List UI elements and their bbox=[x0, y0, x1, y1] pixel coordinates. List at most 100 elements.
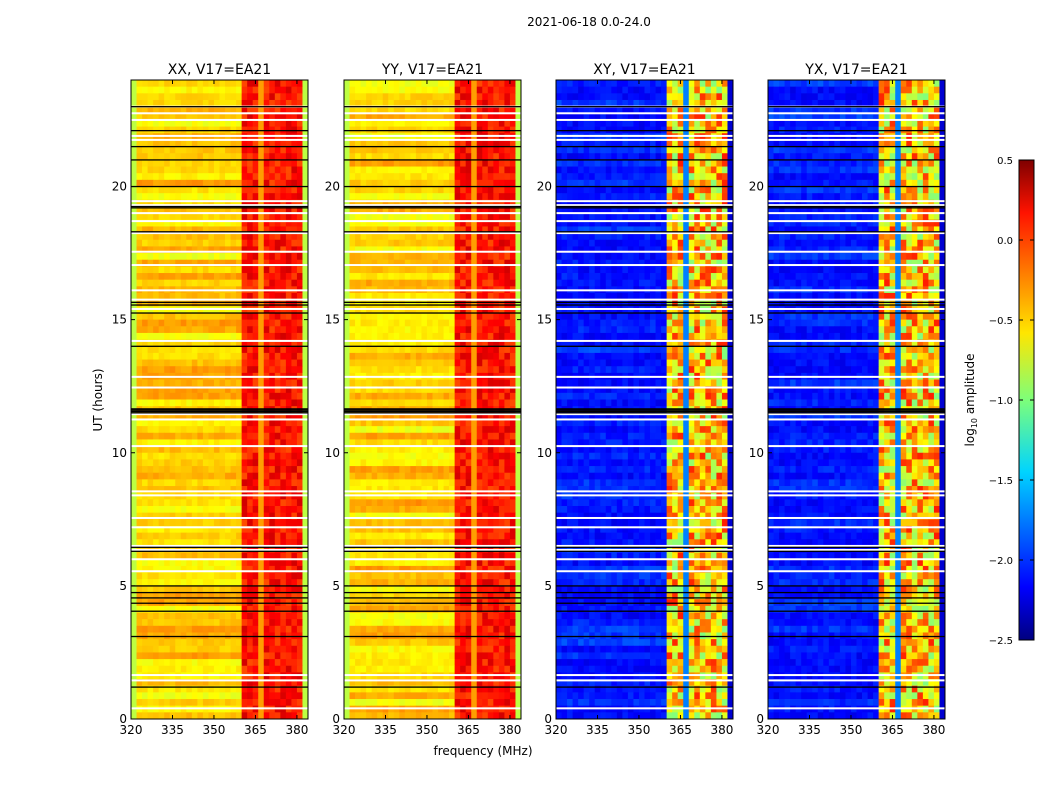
heatmap-cell bbox=[344, 246, 350, 254]
heatmap-cell bbox=[291, 146, 298, 154]
heatmap-cell bbox=[208, 499, 215, 507]
heatmap-cell bbox=[153, 605, 160, 613]
heatmap-cell bbox=[465, 426, 472, 434]
heatmap-cell bbox=[465, 193, 472, 201]
heatmap-cell bbox=[344, 319, 350, 327]
heatmap-cell bbox=[515, 346, 522, 354]
heatmap-cell bbox=[371, 246, 378, 254]
heatmap-cell bbox=[460, 312, 467, 321]
heatmap-cell bbox=[202, 612, 209, 620]
heatmap-cell bbox=[175, 472, 182, 480]
heatmap-cell bbox=[258, 639, 265, 647]
heatmap-cell bbox=[258, 226, 265, 234]
heatmap-cell bbox=[169, 186, 176, 194]
heatmap-cell bbox=[449, 206, 456, 214]
heatmap-cell bbox=[471, 279, 478, 287]
heatmap-cell bbox=[291, 506, 298, 514]
heatmap-cell bbox=[169, 159, 176, 167]
heatmap-cell bbox=[302, 432, 309, 440]
heatmap-cell bbox=[186, 426, 193, 434]
heatmap-cell bbox=[247, 486, 254, 494]
heatmap-cell bbox=[438, 352, 444, 360]
heatmap-cell bbox=[247, 679, 254, 687]
heatmap-cell bbox=[302, 106, 309, 114]
heatmap-cell bbox=[252, 186, 259, 194]
heatmap-cell bbox=[410, 319, 417, 327]
heatmap-cell bbox=[360, 366, 367, 374]
heatmap-cell bbox=[471, 359, 478, 367]
heatmap-cell bbox=[158, 193, 165, 201]
heatmap-cell bbox=[280, 652, 287, 660]
heatmap-cell bbox=[197, 239, 204, 247]
heatmap-cell bbox=[355, 173, 361, 181]
heatmap-cell bbox=[302, 86, 309, 94]
heatmap-cell bbox=[366, 80, 373, 88]
heatmap-cell bbox=[202, 106, 209, 114]
heatmap-cell bbox=[158, 319, 165, 327]
heatmap-cell bbox=[291, 366, 298, 374]
heatmap-cell bbox=[202, 692, 209, 700]
heatmap-cell bbox=[302, 459, 309, 467]
heatmap-cell bbox=[432, 452, 439, 460]
heatmap-cell bbox=[230, 279, 237, 287]
heatmap-cell bbox=[349, 379, 356, 387]
heatmap-cell bbox=[230, 166, 237, 174]
heatmap-cell bbox=[258, 679, 265, 687]
flagged-row bbox=[131, 516, 308, 519]
heatmap-cell bbox=[131, 339, 137, 347]
heatmap-cell bbox=[371, 452, 378, 460]
heatmap-cell bbox=[371, 439, 378, 447]
heatmap-cell bbox=[493, 352, 500, 360]
heatmap-cell bbox=[208, 139, 215, 147]
heatmap-cell bbox=[263, 472, 270, 480]
heatmap-cell bbox=[393, 386, 400, 394]
heatmap-cell bbox=[296, 506, 303, 514]
heatmap-cell bbox=[208, 159, 215, 167]
heatmap-cell bbox=[366, 426, 373, 434]
heatmap-cell bbox=[302, 219, 309, 227]
heatmap-cell bbox=[349, 179, 356, 187]
heatmap-cell bbox=[421, 206, 428, 214]
heatmap-cell bbox=[175, 319, 182, 327]
heatmap-cell bbox=[230, 592, 237, 600]
heatmap-cell bbox=[487, 146, 494, 154]
heatmap-cell bbox=[302, 326, 309, 334]
heatmap-cell bbox=[158, 525, 165, 534]
heatmap-cell bbox=[263, 486, 270, 494]
heatmap-cell bbox=[263, 565, 270, 573]
heatmap-cell bbox=[241, 186, 248, 194]
heatmap-cell bbox=[252, 679, 259, 687]
heatmap-cell bbox=[236, 579, 243, 587]
heatmap-cell bbox=[504, 386, 511, 394]
heatmap-cell bbox=[202, 80, 209, 88]
heatmap-cell bbox=[404, 326, 411, 334]
heatmap-cell bbox=[169, 346, 176, 354]
heatmap-cell bbox=[280, 645, 287, 653]
heatmap-cell bbox=[443, 312, 450, 321]
heatmap-cell bbox=[493, 253, 500, 261]
heatmap-cell bbox=[186, 233, 193, 241]
heatmap-cell bbox=[302, 565, 309, 573]
heatmap-cell bbox=[487, 339, 494, 347]
heatmap-cell bbox=[438, 153, 444, 161]
heatmap-cell bbox=[493, 119, 500, 127]
heatmap-cell bbox=[302, 173, 309, 181]
heatmap-cell bbox=[263, 432, 270, 440]
heatmap-cell bbox=[349, 159, 356, 167]
heatmap-cell bbox=[432, 273, 439, 281]
heatmap-cell bbox=[247, 166, 254, 174]
heatmap-cell bbox=[493, 146, 500, 154]
heatmap-cell bbox=[285, 619, 292, 627]
heatmap-cell bbox=[213, 266, 220, 274]
heatmap-cell bbox=[426, 439, 433, 447]
flagged-row bbox=[131, 118, 308, 121]
heatmap-cell bbox=[197, 386, 204, 394]
heatmap-cell bbox=[180, 219, 187, 227]
heatmap-cell bbox=[515, 439, 522, 447]
heatmap-cell bbox=[247, 692, 254, 700]
heatmap-cell bbox=[208, 699, 215, 707]
heatmap-cell bbox=[438, 179, 444, 187]
heatmap-cell bbox=[263, 346, 270, 354]
heatmap-cell bbox=[504, 159, 511, 167]
heatmap-cell bbox=[208, 585, 215, 593]
